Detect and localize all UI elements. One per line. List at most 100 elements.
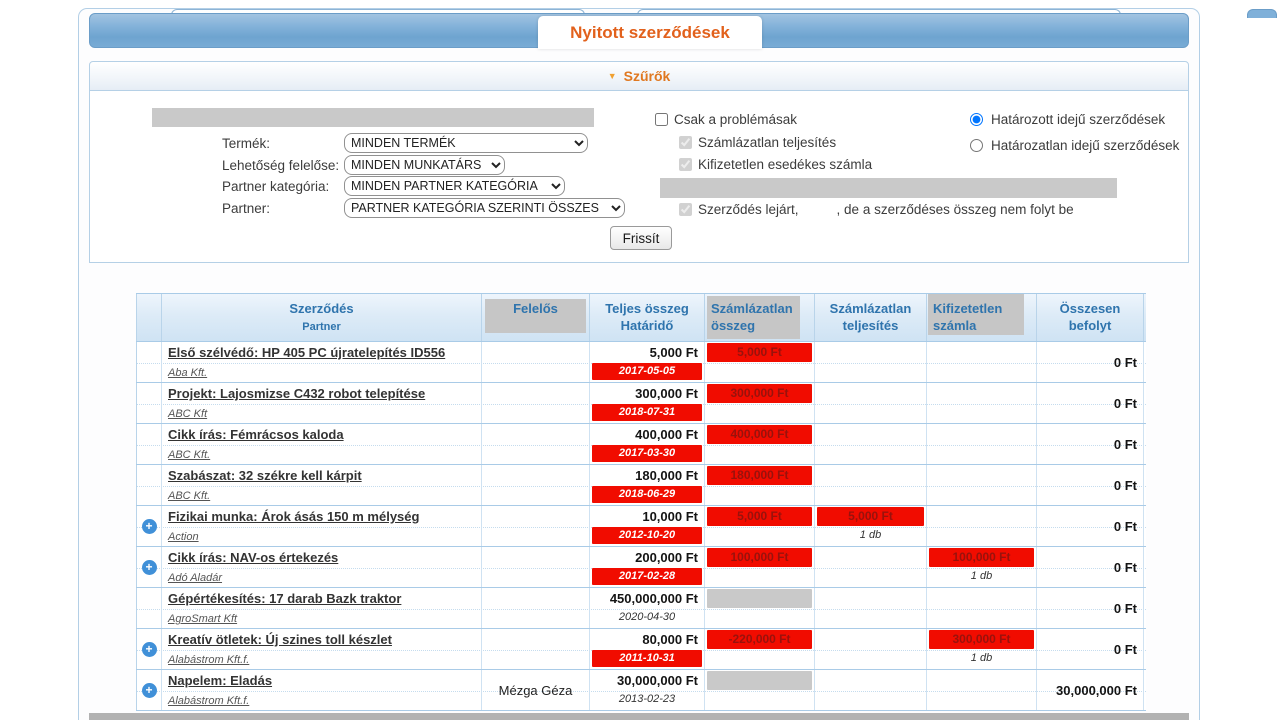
background-tab[interactable] (1247, 9, 1277, 18)
collected-cell: 0 Ft (1037, 383, 1144, 423)
radio-indefinite-term[interactable]: Határozatlan idejű szerződések (970, 138, 1179, 153)
unpaid-invoice-cell (927, 424, 1037, 464)
total-amount: 180,000 Ft (635, 468, 698, 483)
tab-nyitott-szerzodesek[interactable]: Nyitott szerződések (538, 16, 762, 49)
collected-cell: 0 Ft (1037, 342, 1144, 382)
partner-link[interactable]: ABC Kft. (168, 449, 211, 461)
responsible-cell (482, 424, 590, 464)
unbilled-fulfillment-cell (815, 629, 927, 669)
header-total-collected: Összesen befolyt (1037, 294, 1144, 341)
partner-link[interactable]: Adó Aladár (168, 572, 223, 584)
unbilled-fulfillment-cell: 5,000 Ft 1 db (815, 506, 927, 546)
unpaid-due-invoice-checkbox[interactable] (679, 158, 692, 171)
unbilled-fulfillment-cell (815, 465, 927, 505)
expand-button[interactable]: + (141, 682, 157, 698)
refresh-button[interactable]: Frissít (610, 226, 672, 250)
filters-toggle[interactable]: ▼ Szűrők (89, 61, 1189, 91)
collected-amount: 0 Ft (1113, 641, 1137, 657)
header-unpaid-invoice: Kifizetetlen számla (927, 294, 1037, 341)
unpaid-invoice-cell (927, 670, 1037, 710)
fixed-term-radio[interactable] (970, 113, 983, 126)
partner-link[interactable]: AgroSmart Kft (168, 613, 238, 625)
table-row: + Kreatív ötletek: Új szines toll készle… (136, 629, 1146, 670)
unpaid-invoice-count: 1 db (970, 570, 993, 582)
unpaid-due-invoice-label: Kifizetetlen esedékes számla (698, 157, 873, 172)
filter-field-partner-category: Partner kategória: MINDEN PARTNER KATEGÓ… (222, 176, 565, 196)
indefinite-term-radio[interactable] (970, 139, 983, 152)
deadline-value: 2017-05-05 (592, 363, 702, 380)
responsible-cell (482, 342, 590, 382)
deadline-value: 2013-02-23 (618, 693, 676, 705)
contract-link[interactable]: Fizikai munka: Árok ásás 150 m mélység (168, 509, 420, 524)
contract-link[interactable]: Projekt: Lajosmizse C432 robot telepítés… (168, 386, 426, 401)
unbilled-amount-cell: 180,000 Ft (705, 465, 815, 505)
unbilled-fulfillment-count (815, 690, 926, 709)
indefinite-term-label: Határozatlan idejű szerződések (991, 138, 1180, 153)
partner-category-select[interactable]: MINDEN PARTNER KATEGÓRIA (344, 176, 565, 196)
contract-link[interactable]: Gépértékesítés: 17 darab Bazk traktor (168, 591, 402, 606)
filters-title: Szűrők (623, 68, 671, 84)
partner-link[interactable]: ABC Kft. (168, 490, 211, 502)
contract-cell: Cikk írás: Fémrácsos kaloda ABC Kft. (162, 424, 482, 464)
unbilled-amount-cell: 400,000 Ft (705, 424, 815, 464)
only-problems-checkbox[interactable] (655, 113, 668, 126)
expand-button[interactable]: + (141, 641, 157, 657)
unbilled-amount-cell: 5,000 Ft (705, 342, 815, 382)
total-amount: 450,000,000 Ft (609, 591, 698, 606)
expand-cell: + (136, 465, 162, 505)
partner-select[interactable]: PARTNER KATEGÓRIA SZERINTI ÖSSZES (344, 198, 625, 218)
filter-field-partner: Partner: PARTNER KATEGÓRIA SZERINTI ÖSSZ… (222, 198, 625, 218)
deadline-value: 2020-04-30 (618, 611, 676, 623)
owner-select[interactable]: MINDEN MUNKATÁRS (344, 155, 505, 175)
unpaid-invoice-cell: 100,000 Ft 1 db (927, 547, 1037, 587)
total-deadline-cell: 300,000 Ft 2018-07-31 (590, 383, 705, 423)
partner-link[interactable]: Alabástrom Kft.f. (168, 654, 250, 666)
table-header-row: Szerződés Partner Felelős Teljes összeg … (136, 294, 1146, 342)
total-amount: 300,000 Ft (635, 386, 698, 401)
bottom-redaction-strip (89, 713, 1189, 720)
expand-button[interactable]: + (141, 518, 157, 534)
partner-link[interactable]: Action (168, 531, 199, 543)
contract-link[interactable]: Napelem: Eladás (168, 673, 273, 688)
header-total-deadline: Teljes összeg Határidő (590, 294, 705, 341)
unbilled-fulfillment-count (815, 649, 926, 668)
responsible-cell (482, 547, 590, 587)
contract-expired-checkbox[interactable] (679, 203, 692, 216)
partner-link[interactable]: ABC Kft (168, 408, 208, 420)
contract-cell: Kreatív ötletek: Új szines toll készlet … (162, 629, 482, 669)
checkbox-contract-expired[interactable]: Szerződés lejárt, , de a szerződéses öss… (679, 202, 1074, 217)
checkbox-unpaid-due-invoice[interactable]: Kifizetetlen esedékes számla (679, 157, 872, 172)
product-select[interactable]: MINDEN TERMÉK (344, 133, 588, 153)
unbilled-fulfillment-checkbox[interactable] (679, 136, 692, 149)
collected-cell: 0 Ft (1037, 465, 1144, 505)
contract-link[interactable]: Cikk írás: NAV-os értekezés (168, 550, 339, 565)
radio-fixed-term[interactable]: Határozott idejű szerződések (970, 112, 1165, 127)
filters-body: Termék: MINDEN TERMÉK Lehetőség felelőse… (89, 91, 1189, 263)
partner-link[interactable]: Alabástrom Kft.f. (168, 695, 250, 707)
unbilled-amount-cell (705, 670, 815, 710)
collected-amount: 0 Ft (1113, 600, 1137, 616)
contract-link[interactable]: Kreatív ötletek: Új szines toll készlet (168, 632, 392, 647)
unbilled-fulfillment-cell (815, 383, 927, 423)
table-row: + Cikk írás: NAV-os értekezés Adó Aladár… (136, 547, 1146, 588)
header-responsible: Felelős (482, 294, 590, 341)
checkbox-only-problems[interactable]: Csak a problémásak (655, 112, 797, 127)
checkbox-unbilled-fulfillment[interactable]: Számlázatlan teljesítés (679, 135, 836, 150)
unbilled-amount-badge: -220,000 Ft (707, 630, 812, 649)
unbilled-fulfillment-badge: 5,000 Ft (817, 507, 924, 526)
expand-cell: + (136, 342, 162, 382)
contract-link[interactable]: Cikk írás: Fémrácsos kaloda (168, 427, 344, 442)
unbilled-fulfillment-count (815, 444, 926, 463)
fixed-term-label: Határozott idejű szerződések (991, 112, 1166, 127)
contract-expired-label-suffix: , de a szerződéses összeg nem folyt be (836, 202, 1074, 217)
table-row: + Fizikai munka: Árok ásás 150 m mélység… (136, 506, 1146, 547)
contract-link[interactable]: Első szélvédő: HP 405 PC újratelepítés I… (168, 345, 446, 360)
contract-link[interactable]: Szabászat: 32 székre kell kárpit (168, 468, 362, 483)
expand-button[interactable]: + (141, 559, 157, 575)
partner-link[interactable]: Aba Kft. (168, 367, 208, 379)
unpaid-invoice-cell (927, 588, 1037, 628)
responsible-name: Mézga Géza (498, 682, 573, 698)
total-deadline-cell: 80,000 Ft 2011-10-31 (590, 629, 705, 669)
responsible-cell (482, 629, 590, 669)
deadline-value: 2012-10-20 (592, 527, 702, 544)
